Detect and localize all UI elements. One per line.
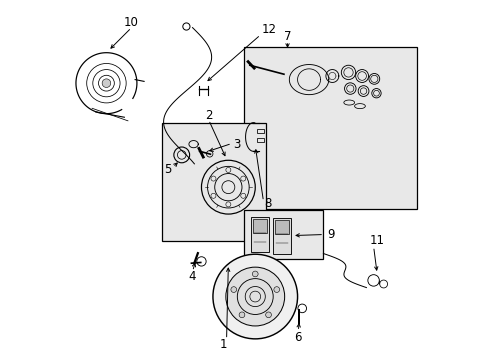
Text: 10: 10 bbox=[124, 16, 139, 29]
Circle shape bbox=[265, 312, 271, 318]
Bar bbox=[162, 123, 265, 241]
Bar bbox=[274, 220, 289, 234]
Bar bbox=[250, 217, 268, 252]
Bar bbox=[244, 211, 323, 259]
Circle shape bbox=[102, 79, 110, 87]
Bar bbox=[257, 129, 263, 134]
Circle shape bbox=[225, 267, 284, 326]
Text: 12: 12 bbox=[262, 23, 277, 36]
Text: 4: 4 bbox=[188, 270, 196, 283]
Circle shape bbox=[239, 312, 244, 318]
Circle shape bbox=[230, 287, 236, 292]
Text: 5: 5 bbox=[163, 163, 171, 176]
Text: 3: 3 bbox=[233, 138, 241, 150]
Bar bbox=[257, 138, 263, 142]
Bar bbox=[252, 219, 266, 233]
Bar bbox=[244, 47, 416, 209]
Text: 1: 1 bbox=[219, 338, 226, 351]
Circle shape bbox=[273, 287, 279, 292]
Bar bbox=[273, 218, 290, 253]
Text: 8: 8 bbox=[264, 197, 271, 210]
Text: 11: 11 bbox=[369, 234, 384, 247]
Circle shape bbox=[252, 271, 258, 277]
Text: 6: 6 bbox=[294, 331, 302, 344]
Text: 9: 9 bbox=[326, 228, 334, 241]
Circle shape bbox=[212, 254, 297, 339]
Text: 7: 7 bbox=[283, 30, 291, 43]
Text: 2: 2 bbox=[204, 109, 212, 122]
